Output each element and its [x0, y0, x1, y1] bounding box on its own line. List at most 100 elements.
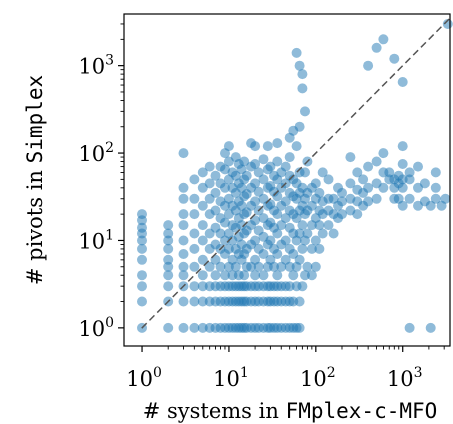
data-point	[239, 270, 250, 281]
y-tick-label: 103	[78, 53, 114, 79]
data-point	[258, 174, 269, 185]
data-point	[223, 243, 234, 254]
data-point	[294, 322, 305, 333]
data-point	[262, 141, 273, 152]
data-point	[178, 220, 189, 231]
data-point	[189, 296, 200, 307]
data-point	[291, 47, 302, 58]
data-point	[137, 254, 147, 265]
data-point	[163, 228, 174, 239]
tick-label-base: 10	[126, 367, 153, 391]
data-point	[137, 281, 147, 292]
data-point	[413, 161, 423, 172]
data-point	[269, 261, 279, 272]
tick-label-base: 10	[78, 55, 105, 79]
data-point	[250, 196, 261, 207]
data-point	[197, 322, 208, 333]
data-point	[163, 243, 174, 254]
data-point	[337, 209, 347, 220]
data-point	[314, 220, 325, 231]
data-point	[197, 235, 208, 246]
data-point	[258, 270, 269, 281]
data-point	[404, 167, 415, 178]
data-point	[345, 152, 356, 163]
data-point	[178, 235, 189, 246]
x-axis-label-code: FMplex-c-MFO	[286, 399, 438, 423]
data-point	[371, 156, 382, 167]
data-point	[272, 228, 283, 239]
data-point	[294, 121, 305, 132]
data-point	[137, 222, 147, 233]
data-point	[317, 167, 328, 178]
data-point	[297, 69, 308, 80]
data-point	[204, 178, 215, 189]
data-point	[189, 322, 200, 333]
data-point	[363, 60, 374, 71]
plot-frame	[123, 13, 451, 347]
data-point	[280, 161, 291, 172]
data-point	[163, 322, 174, 333]
data-point	[404, 322, 415, 333]
data-point	[291, 213, 302, 224]
data-point	[288, 249, 299, 259]
data-point	[197, 296, 208, 307]
data-point	[239, 156, 250, 167]
tick-label-exponent: 0	[105, 315, 114, 331]
data-point	[163, 254, 174, 265]
data-point	[137, 209, 147, 220]
data-point	[288, 270, 299, 281]
data-point	[302, 261, 313, 272]
y-axis-label: # pivots in Simplex	[23, 75, 47, 285]
data-point	[137, 270, 147, 281]
data-point	[210, 205, 221, 216]
data-point	[419, 178, 430, 189]
data-point	[314, 243, 325, 254]
data-point	[310, 261, 321, 272]
tick-label-exponent: 2	[105, 140, 114, 156]
data-point	[189, 174, 200, 185]
data-point	[345, 178, 356, 189]
data-point	[230, 170, 241, 181]
data-point	[291, 141, 302, 152]
data-point	[404, 193, 415, 204]
data-point	[371, 193, 382, 204]
data-point	[250, 141, 261, 152]
data-point	[384, 167, 395, 178]
data-point	[189, 281, 200, 292]
data-point	[241, 170, 252, 181]
data-point	[310, 235, 321, 246]
tick-label-base: 10	[213, 367, 240, 391]
data-point	[258, 154, 269, 165]
data-point	[189, 193, 200, 204]
x-tick-label: 103	[387, 365, 423, 391]
data-point	[210, 270, 221, 281]
data-point	[163, 261, 174, 272]
tick-label-exponent: 0	[153, 365, 162, 381]
y-axis-label-code: Simplex	[23, 75, 47, 164]
data-point	[163, 220, 174, 231]
data-point	[163, 235, 174, 246]
data-point	[294, 296, 305, 307]
data-point	[137, 243, 147, 254]
identity-reference-line	[141, 17, 451, 329]
data-point	[220, 164, 230, 175]
x-tick-label: 101	[213, 365, 249, 391]
tick-label-exponent: 3	[414, 365, 423, 381]
data-point	[280, 213, 291, 224]
data-point	[250, 215, 261, 226]
data-point	[397, 141, 408, 152]
data-point	[178, 148, 189, 159]
data-point	[363, 196, 374, 207]
data-point	[178, 322, 189, 333]
data-point	[137, 296, 147, 307]
data-point	[352, 167, 363, 178]
data-point	[178, 296, 189, 307]
data-point	[397, 159, 408, 169]
data-point	[253, 167, 264, 178]
data-point	[404, 174, 415, 185]
data-point	[358, 174, 369, 185]
data-point	[425, 322, 436, 333]
data-point	[397, 174, 408, 185]
